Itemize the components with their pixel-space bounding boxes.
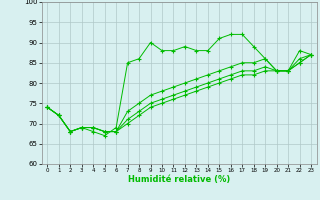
X-axis label: Humidité relative (%): Humidité relative (%) — [128, 175, 230, 184]
